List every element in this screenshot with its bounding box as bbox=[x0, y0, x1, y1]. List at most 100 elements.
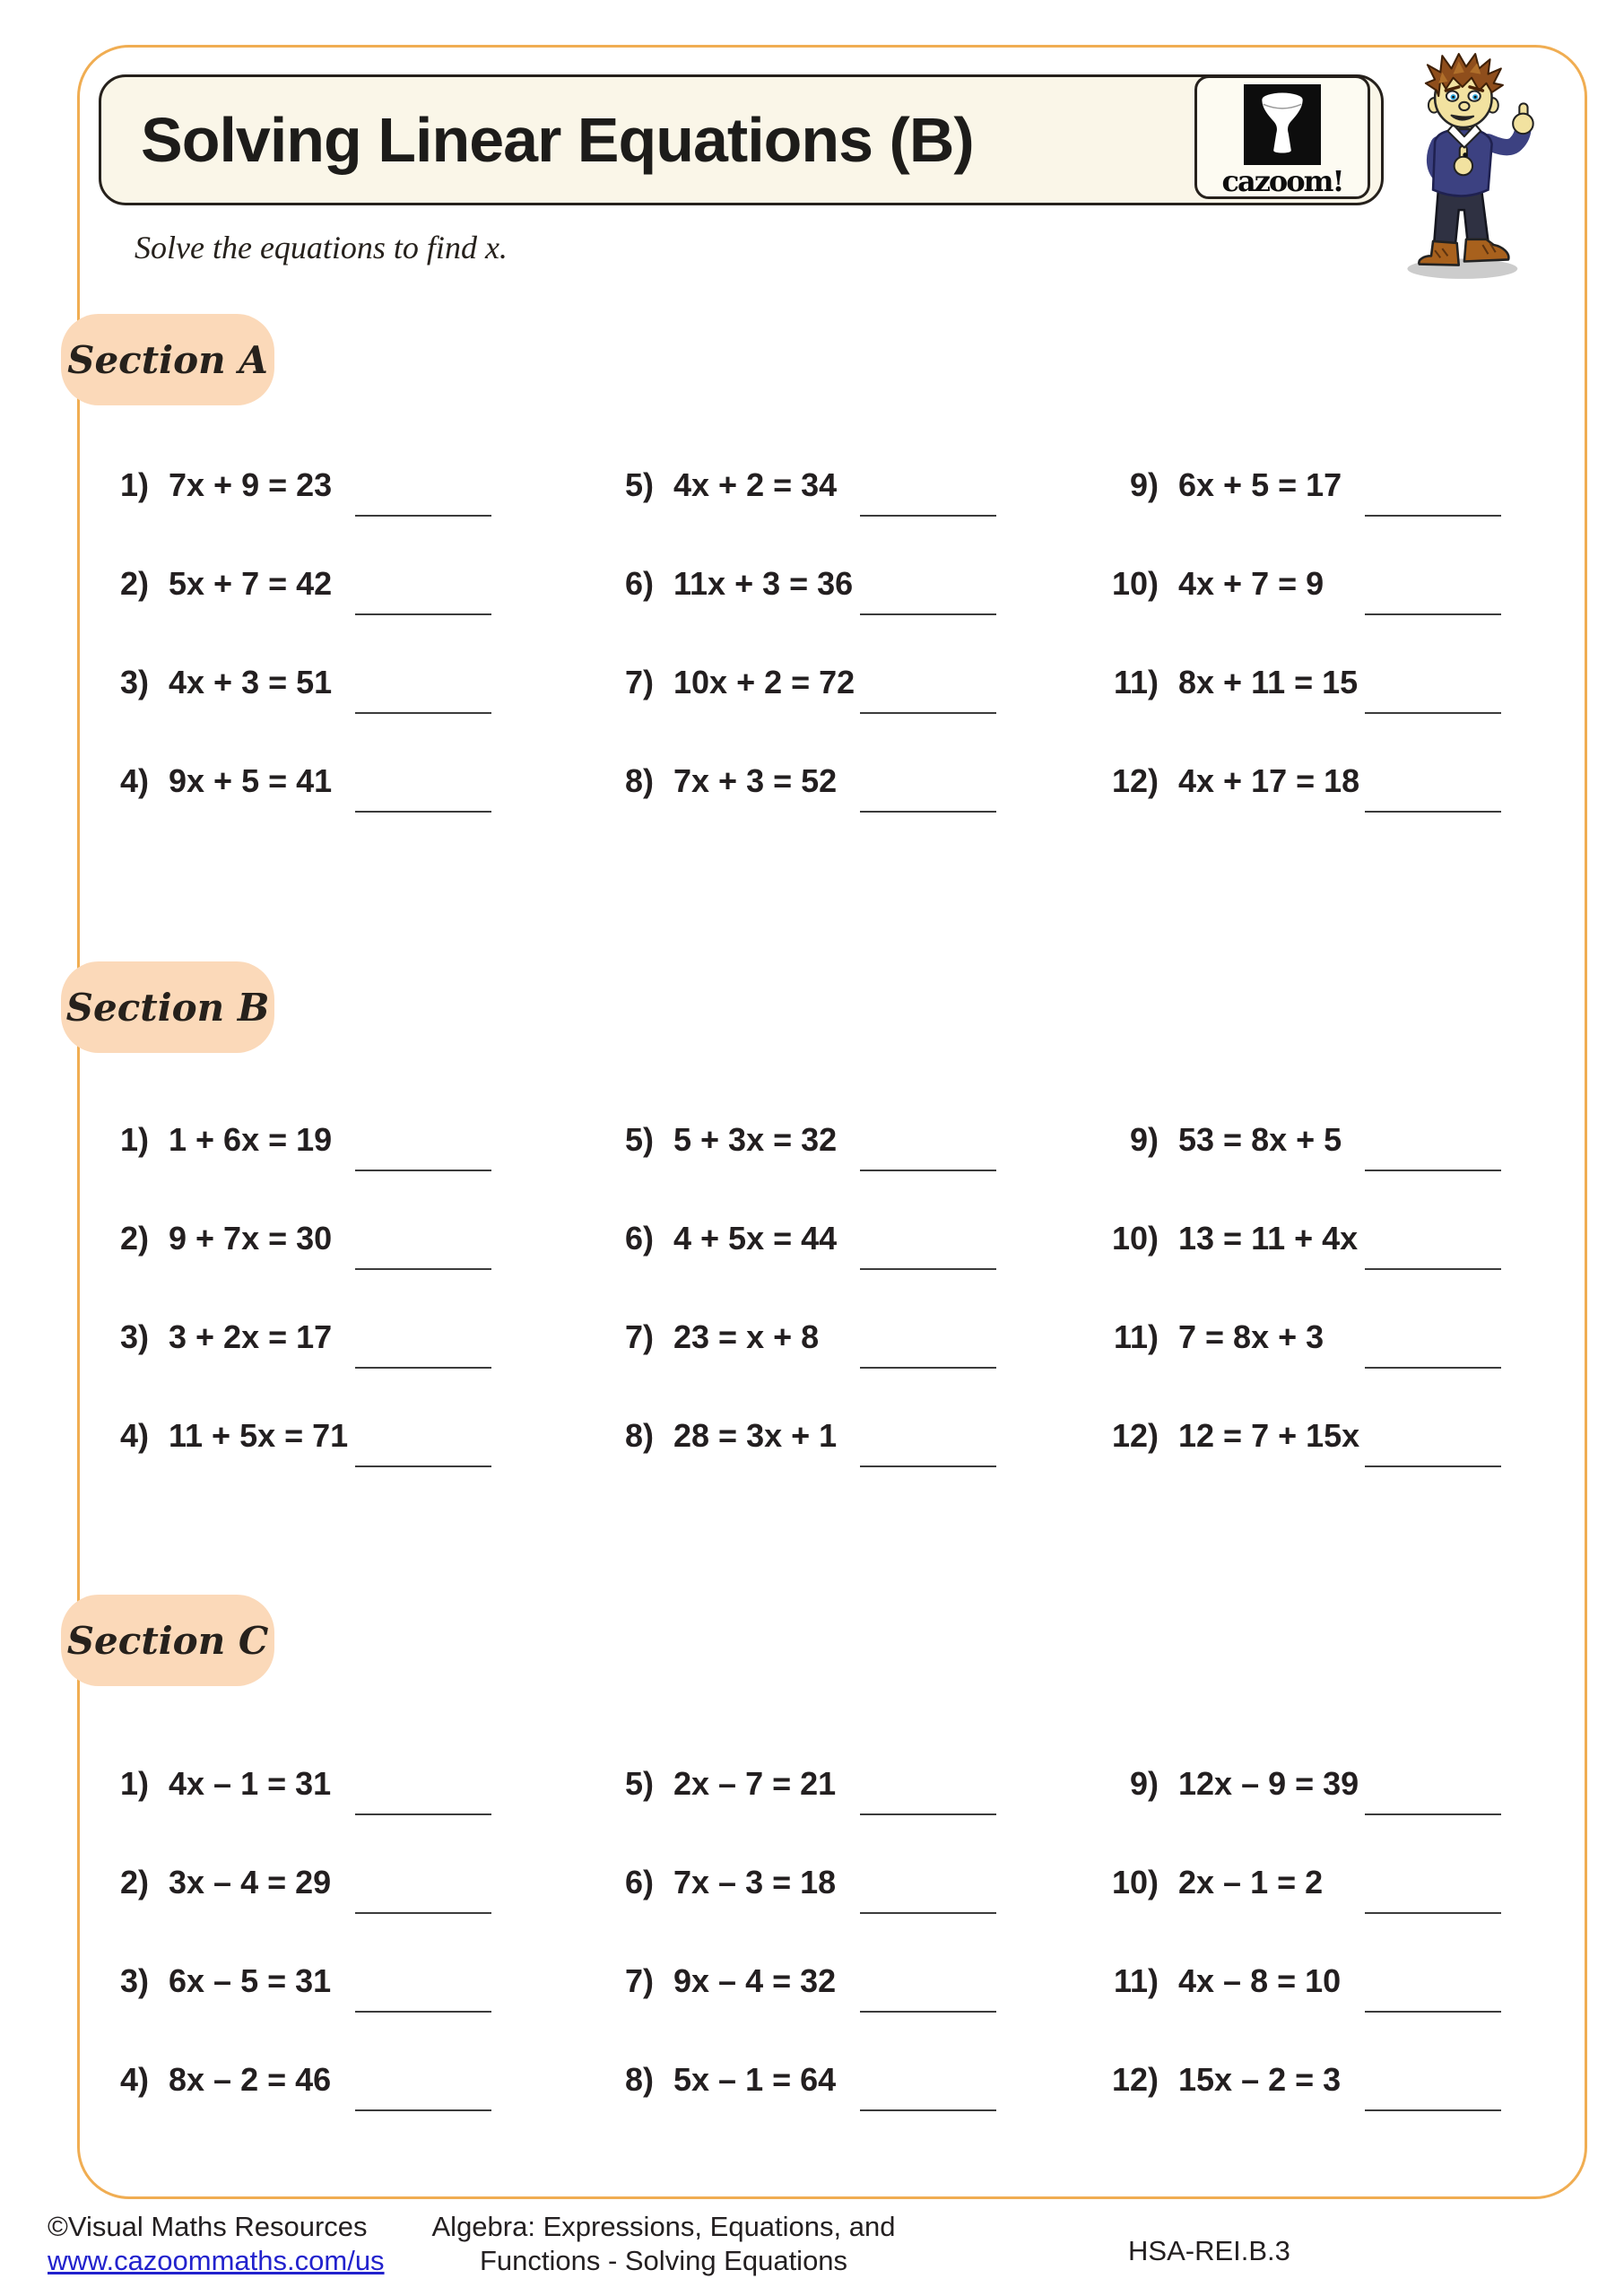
answer-line bbox=[860, 2011, 996, 2013]
answer-line bbox=[1365, 1367, 1501, 1369]
problem: 1) 4x – 1 = 31 bbox=[97, 1763, 491, 1862]
answer-line bbox=[860, 1268, 996, 1270]
problem: 10) 4x + 7 = 9 bbox=[1107, 563, 1501, 662]
column-3: 9) 12x – 9 = 39 10) 2x – 1 = 2 11) 4x – 8 =… bbox=[1107, 1763, 1501, 2158]
problem-number: 7) bbox=[624, 1962, 654, 1999]
answer-line bbox=[1365, 1912, 1501, 1914]
problem-equation: 11 + 5x = 71 bbox=[169, 1417, 349, 1454]
problem: 8) 28 = 3x + 1 bbox=[602, 1415, 996, 1514]
problem-equation: 7x – 3 = 18 bbox=[673, 1864, 837, 1900]
footer-left: ©Visual Maths Resources www.cazoommaths.… bbox=[48, 2210, 385, 2278]
problem-equation: 4x – 8 = 10 bbox=[1178, 1962, 1342, 1999]
problem-equation: 6x – 5 = 31 bbox=[169, 1962, 332, 1999]
problem: 1) 7x + 9 = 23 bbox=[97, 465, 491, 563]
problem-equation: 13 = 11 + 4x bbox=[1178, 1220, 1359, 1257]
website-link[interactable]: www.cazoommaths.com/us bbox=[48, 2245, 385, 2276]
problem-equation: 8x – 2 = 46 bbox=[169, 2061, 332, 2098]
problem-equation: 7x + 3 = 52 bbox=[673, 762, 838, 799]
column-1: 1) 4x – 1 = 31 2) 3x – 4 = 29 3) 6x – 5 = 3… bbox=[97, 1763, 491, 2158]
answer-line bbox=[1365, 712, 1501, 714]
problem: 4) 8x – 2 = 46 bbox=[97, 2059, 491, 2158]
answer-line bbox=[355, 613, 491, 615]
problem-number: 7) bbox=[624, 1318, 654, 1355]
problem-equation: 5x – 1 = 64 bbox=[673, 2061, 837, 2098]
problem-equation: 6x + 5 = 17 bbox=[1178, 466, 1342, 503]
logo-wordmark: cazoom! bbox=[1221, 164, 1345, 198]
problem-equation: 1 + 6x = 19 bbox=[169, 1121, 333, 1158]
cazoom-logo: cazoom! bbox=[1194, 75, 1370, 199]
problem: 10) 13 = 11 + 4x bbox=[1107, 1218, 1501, 1317]
problem-number: 11) bbox=[1113, 1962, 1159, 1999]
problem-number: 4) bbox=[119, 2061, 149, 2098]
topic-line-1: Algebra: Expressions, Equations, and bbox=[431, 2211, 896, 2242]
answer-line bbox=[1365, 811, 1501, 813]
problem-number: 10) bbox=[1111, 1220, 1159, 1257]
thumbs-up-boy-mascot bbox=[1407, 53, 1534, 279]
problem: 2) 5x + 7 = 42 bbox=[97, 563, 491, 662]
section-b-label: Section B bbox=[61, 961, 274, 1053]
copyright-text: ©Visual Maths Resources bbox=[48, 2211, 368, 2242]
problem-equation: 8x + 11 = 15 bbox=[1178, 664, 1359, 700]
standard-code: HSA-REI.B.3 bbox=[1128, 2235, 1290, 2266]
answer-line bbox=[860, 712, 996, 714]
answer-line bbox=[355, 515, 491, 517]
answer-line bbox=[860, 811, 996, 813]
problem: 7) 9x – 4 = 32 bbox=[602, 1961, 996, 2059]
section-a-problems: 1) 7x + 9 = 23 2) 5x + 7 = 42 3) 4x + 3 = 5… bbox=[97, 465, 1501, 859]
section-b-problems: 1) 1 + 6x = 19 2) 9 + 7x = 30 3) 3 + 2x = 1… bbox=[97, 1119, 1501, 1514]
problem: 12) 15x – 2 = 3 bbox=[1107, 2059, 1501, 2158]
problem: 6) 7x – 3 = 18 bbox=[602, 1862, 996, 1961]
problem: 9) 12x – 9 = 39 bbox=[1107, 1763, 1501, 1862]
answer-line bbox=[355, 2011, 491, 2013]
problem-equation: 4x – 1 = 31 bbox=[169, 1765, 332, 1802]
problem: 8) 7x + 3 = 52 bbox=[602, 761, 996, 859]
answer-line bbox=[1365, 1170, 1501, 1171]
title-box: Solving Linear Equations (B) cazoom! bbox=[99, 74, 1384, 205]
problem-number: 12) bbox=[1111, 762, 1159, 799]
problem-number: 11) bbox=[1113, 664, 1159, 700]
section-c-label: Section C bbox=[61, 1595, 274, 1686]
topic-line-2: Functions - Solving Equations bbox=[479, 2245, 848, 2276]
problem-equation: 4x + 3 = 51 bbox=[169, 664, 333, 700]
problem-number: 6) bbox=[624, 1220, 654, 1257]
column-1: 1) 7x + 9 = 23 2) 5x + 7 = 42 3) 4x + 3 = 5… bbox=[97, 465, 491, 859]
problem-equation: 4x + 17 = 18 bbox=[1178, 762, 1360, 799]
problem: 2) 9 + 7x = 30 bbox=[97, 1218, 491, 1317]
answer-line bbox=[355, 1170, 491, 1171]
answer-line bbox=[860, 1912, 996, 1914]
footer-center: Algebra: Expressions, Equations, and Fun… bbox=[395, 2210, 933, 2278]
answer-line bbox=[355, 1465, 491, 1467]
problem-number: 6) bbox=[624, 1864, 654, 1900]
problem-number: 8) bbox=[624, 762, 654, 799]
problem-equation: 4x + 2 = 34 bbox=[673, 466, 838, 503]
problem-equation: 11x + 3 = 36 bbox=[673, 565, 854, 602]
problem-equation: 5x + 7 = 42 bbox=[169, 565, 333, 602]
problem: 2) 3x – 4 = 29 bbox=[97, 1862, 491, 1961]
problem-equation: 5 + 3x = 32 bbox=[673, 1121, 838, 1158]
answer-line bbox=[355, 1367, 491, 1369]
problem: 11) 4x – 8 = 10 bbox=[1107, 1961, 1501, 2059]
problem-equation: 7 = 8x + 3 bbox=[1178, 1318, 1324, 1355]
answer-line bbox=[355, 811, 491, 813]
problem-equation: 15x – 2 = 3 bbox=[1178, 2061, 1342, 2098]
problem: 11) 8x + 11 = 15 bbox=[1107, 662, 1501, 761]
answer-line bbox=[1365, 515, 1501, 517]
answer-line bbox=[1365, 613, 1501, 615]
problem: 6) 4 + 5x = 44 bbox=[602, 1218, 996, 1317]
problem-number: 8) bbox=[624, 1417, 654, 1454]
answer-line bbox=[355, 2109, 491, 2111]
instruction-text: Solve the equations to find x. bbox=[135, 230, 508, 265]
problem-number: 3) bbox=[119, 1318, 149, 1355]
answer-line bbox=[1365, 1813, 1501, 1815]
problem: 3) 3 + 2x = 17 bbox=[97, 1317, 491, 1415]
problem: 7) 23 = x + 8 bbox=[602, 1317, 996, 1415]
problem-number: 10) bbox=[1111, 565, 1159, 602]
problem: 5) 5 + 3x = 32 bbox=[602, 1119, 996, 1218]
problem-equation: 12 = 7 + 15x bbox=[1178, 1417, 1360, 1454]
problem: 11) 7 = 8x + 3 bbox=[1107, 1317, 1501, 1415]
answer-line bbox=[1365, 1465, 1501, 1467]
problem-equation: 23 = x + 8 bbox=[673, 1318, 820, 1355]
answer-line bbox=[1365, 1268, 1501, 1270]
problem-equation: 28 = 3x + 1 bbox=[673, 1417, 838, 1454]
